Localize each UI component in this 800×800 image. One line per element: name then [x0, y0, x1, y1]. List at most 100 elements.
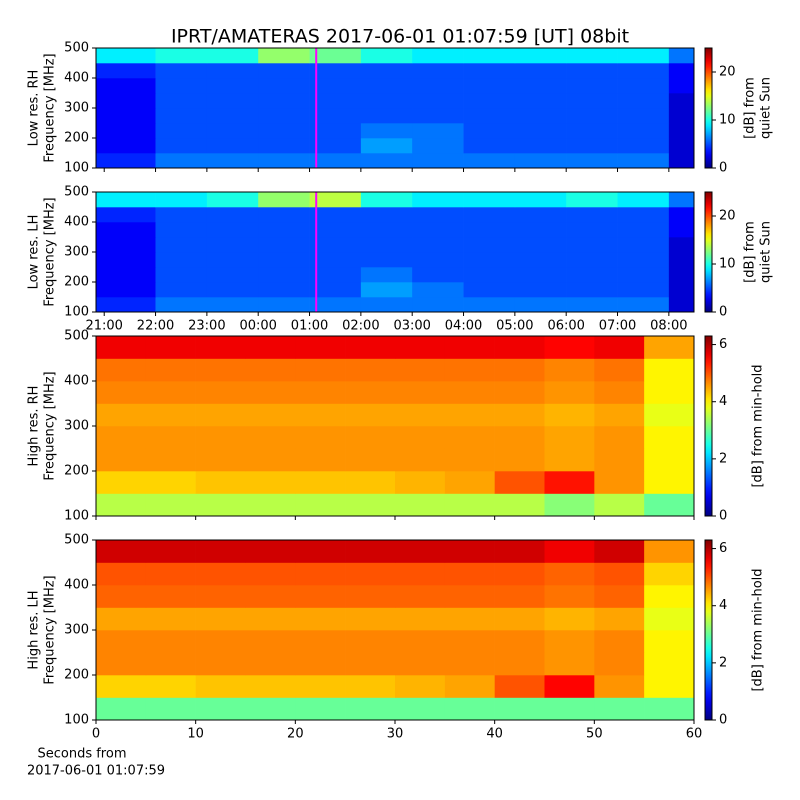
heatmap-cell	[295, 358, 346, 382]
heatmap-cell	[668, 252, 695, 268]
y-axis-label: Low res. RH	[27, 70, 42, 147]
heatmap-cell	[345, 358, 396, 382]
heatmap-cell	[145, 630, 196, 653]
heatmap-cell	[514, 153, 567, 169]
heatmap-cell	[96, 585, 147, 608]
heatmap-cell	[309, 153, 362, 169]
heatmap-cell	[544, 562, 595, 586]
heatmap-cell	[594, 697, 645, 721]
heatmap-cell	[245, 448, 296, 472]
heatmap-cell	[295, 607, 346, 631]
heatmap-cell	[360, 267, 413, 283]
heatmap-cell	[494, 697, 545, 721]
heatmap-cell	[245, 336, 296, 359]
heatmap-cell	[412, 222, 464, 238]
heatmap-cell	[668, 78, 695, 94]
x-tick-label: 30	[387, 727, 404, 742]
heatmap-cell	[96, 493, 147, 517]
heatmap-cell	[444, 652, 495, 676]
heatmap-cell	[258, 282, 310, 298]
heatmap-cell	[345, 493, 396, 517]
heatmap-cell	[617, 267, 670, 283]
heatmap-cell	[295, 697, 346, 721]
x-tick-label: 10	[187, 727, 204, 742]
heatmap-cell	[444, 585, 495, 608]
heatmap-cell	[258, 138, 310, 154]
y-tick-label: 100	[64, 713, 89, 728]
y-tick-label: 200	[64, 668, 89, 683]
heatmap-cell	[206, 222, 259, 238]
heatmap-cell	[345, 630, 396, 653]
colorbar	[704, 335, 713, 517]
heatmap-cell	[309, 93, 362, 109]
heatmap-cell	[295, 540, 346, 563]
heatmap-cell	[258, 222, 310, 238]
y-tick-label: 500	[64, 533, 89, 548]
heatmap-cell	[412, 282, 464, 298]
colorbar-tick-label: 2	[719, 655, 727, 670]
y-axis-label: High res. RH	[27, 386, 42, 467]
heatmap-cell	[463, 63, 516, 79]
heatmap-cell	[463, 138, 516, 154]
heatmap-cell	[206, 78, 259, 94]
heatmap-cell	[295, 675, 346, 698]
x-tick-label: 22:00	[137, 319, 174, 334]
heatmap-cell	[155, 123, 208, 139]
heatmap-cell	[96, 252, 156, 268]
heatmap-cell	[145, 336, 196, 359]
heatmap-cell	[96, 381, 147, 404]
heatmap-cell	[594, 652, 645, 676]
heatmap-cell	[594, 471, 645, 494]
heatmap-cell	[155, 207, 208, 223]
heatmap-cell	[566, 252, 618, 268]
heatmap-cell	[258, 207, 310, 223]
heatmap-cell	[544, 381, 595, 404]
heatmap-cell	[514, 63, 567, 79]
heatmap-cell	[195, 562, 246, 586]
heatmap-cell	[245, 697, 296, 721]
heatmap-cell	[444, 471, 495, 494]
heatmap-cell	[514, 123, 567, 139]
heatmap-cell	[644, 607, 695, 631]
colorbar-tick-label: 0	[719, 305, 727, 320]
heatmap-cell	[617, 153, 670, 169]
heatmap-cell	[566, 48, 618, 64]
heatmap-cell	[594, 381, 645, 404]
y-tick-label: 400	[64, 578, 89, 593]
heatmap-cell	[206, 108, 259, 124]
heatmap-cell	[463, 282, 516, 298]
heatmap-cell	[309, 108, 362, 124]
heatmap-cell	[309, 63, 362, 79]
heatmap-cell	[145, 381, 196, 404]
heatmap-cell	[463, 267, 516, 283]
y-axis-label: High res. LH	[27, 590, 42, 669]
heatmap-cell	[617, 48, 670, 64]
heatmap-cell	[195, 381, 246, 404]
heatmap-cell	[360, 93, 413, 109]
heatmap-cell	[395, 381, 446, 404]
heatmap-cell	[644, 336, 695, 359]
heatmap-cell	[345, 426, 396, 449]
colorbar-label: [dB] from min-hold	[751, 364, 766, 487]
heatmap-cell	[395, 652, 446, 676]
heatmap-cell	[295, 336, 346, 359]
heatmap-cell	[96, 222, 156, 238]
heatmap-cell	[617, 252, 670, 268]
heatmap-cell	[258, 48, 310, 64]
heatmap-cell	[594, 630, 645, 653]
heatmap-cell	[544, 448, 595, 472]
heatmap-cell	[206, 138, 259, 154]
heatmap-cell	[544, 585, 595, 608]
heatmap-cell	[544, 403, 595, 427]
heatmap-cell	[412, 63, 464, 79]
heatmap-cell	[668, 153, 695, 169]
heatmap-cell	[463, 153, 516, 169]
heatmap-cell	[155, 282, 208, 298]
heatmap-cell	[463, 108, 516, 124]
heatmap-cell	[96, 108, 156, 124]
heatmap-cell	[155, 237, 208, 253]
heatmap-cell	[494, 540, 545, 563]
heatmap-cell	[96, 123, 156, 139]
heatmap-cell	[644, 493, 695, 517]
colorbar-tick-label: 0	[719, 161, 727, 176]
